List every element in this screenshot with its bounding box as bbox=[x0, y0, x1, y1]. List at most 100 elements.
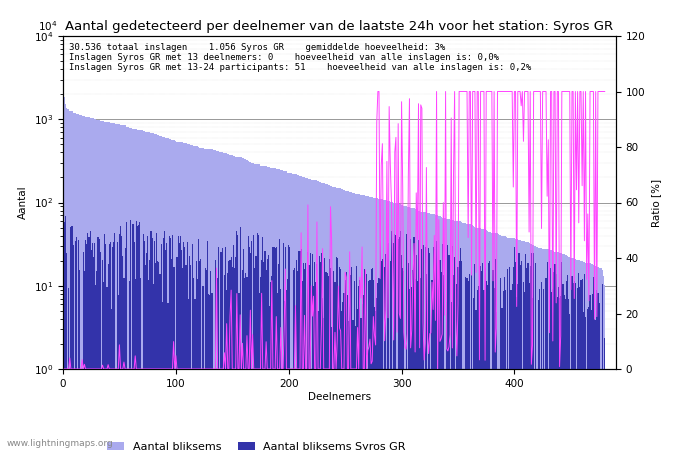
Bar bbox=[517, 239, 519, 450]
Bar bbox=[358, 286, 359, 450]
Bar bbox=[494, 288, 495, 450]
Bar bbox=[381, 199, 382, 450]
Bar bbox=[209, 295, 210, 450]
Bar bbox=[241, 158, 242, 450]
Text: 10$^4$: 10$^4$ bbox=[38, 19, 57, 33]
Bar bbox=[164, 231, 165, 450]
Bar bbox=[515, 262, 516, 450]
Bar bbox=[438, 269, 440, 450]
Bar bbox=[435, 267, 436, 450]
Bar bbox=[77, 369, 78, 450]
Bar bbox=[460, 221, 461, 450]
Bar bbox=[446, 302, 447, 450]
Bar bbox=[550, 269, 551, 450]
Bar bbox=[125, 127, 127, 450]
Bar bbox=[236, 157, 237, 450]
Bar bbox=[92, 118, 93, 450]
Bar bbox=[584, 262, 585, 450]
Bar bbox=[484, 268, 486, 450]
Bar bbox=[409, 289, 410, 450]
Bar bbox=[558, 288, 559, 450]
Bar bbox=[463, 369, 464, 450]
Bar bbox=[526, 242, 527, 450]
Bar bbox=[306, 178, 307, 450]
Bar bbox=[125, 222, 127, 450]
Bar bbox=[528, 243, 530, 450]
Bar bbox=[165, 138, 167, 450]
Bar bbox=[112, 122, 113, 450]
Bar bbox=[426, 274, 427, 450]
Bar bbox=[129, 128, 130, 450]
Bar bbox=[66, 253, 67, 450]
Bar bbox=[522, 241, 523, 450]
Bar bbox=[481, 270, 482, 450]
Bar bbox=[165, 250, 167, 450]
Bar bbox=[312, 180, 313, 450]
Bar bbox=[215, 260, 216, 450]
Bar bbox=[265, 270, 267, 450]
Bar bbox=[368, 196, 370, 450]
Bar bbox=[158, 135, 160, 450]
Bar bbox=[71, 226, 73, 450]
Bar bbox=[257, 164, 258, 450]
Bar bbox=[207, 149, 208, 450]
Bar bbox=[183, 242, 184, 450]
Bar bbox=[69, 111, 70, 450]
Bar bbox=[532, 245, 533, 450]
Bar bbox=[68, 288, 69, 450]
Bar bbox=[303, 177, 304, 450]
Bar bbox=[298, 251, 300, 450]
Bar bbox=[370, 269, 372, 450]
Bar bbox=[116, 124, 117, 450]
Bar bbox=[250, 162, 251, 450]
Bar bbox=[146, 132, 147, 450]
Bar bbox=[342, 302, 344, 450]
Bar bbox=[326, 184, 328, 450]
Bar bbox=[355, 194, 356, 450]
Bar bbox=[90, 117, 91, 450]
Bar bbox=[174, 140, 175, 450]
Bar bbox=[350, 275, 351, 450]
Bar bbox=[290, 173, 291, 450]
Bar bbox=[482, 229, 484, 450]
Bar bbox=[95, 285, 97, 450]
Bar bbox=[428, 248, 429, 450]
Bar bbox=[455, 369, 456, 450]
Bar bbox=[331, 186, 332, 450]
Bar bbox=[64, 104, 66, 450]
Bar bbox=[242, 270, 243, 450]
Bar bbox=[78, 240, 79, 450]
Bar bbox=[575, 283, 576, 450]
Bar bbox=[488, 232, 489, 450]
Bar bbox=[396, 369, 398, 450]
Bar bbox=[508, 369, 510, 450]
Bar bbox=[283, 243, 284, 450]
Bar bbox=[478, 228, 479, 450]
Bar bbox=[246, 160, 248, 450]
Bar bbox=[503, 236, 504, 450]
Bar bbox=[74, 369, 75, 450]
Bar bbox=[577, 260, 578, 450]
Bar bbox=[259, 164, 260, 450]
Bar bbox=[305, 263, 306, 450]
Bar bbox=[82, 116, 83, 450]
Bar bbox=[332, 369, 333, 450]
Bar bbox=[320, 262, 321, 450]
Bar bbox=[268, 167, 269, 450]
Bar bbox=[223, 369, 224, 450]
Bar bbox=[71, 111, 73, 450]
Bar bbox=[446, 219, 447, 450]
Bar bbox=[300, 176, 302, 450]
Bar bbox=[191, 145, 193, 450]
Bar bbox=[309, 253, 311, 450]
Bar bbox=[295, 175, 296, 450]
Bar bbox=[580, 261, 582, 450]
Bar bbox=[582, 312, 584, 450]
Bar bbox=[67, 109, 68, 450]
Bar bbox=[199, 261, 200, 450]
Bar bbox=[220, 152, 222, 450]
Bar bbox=[444, 218, 445, 450]
Bar bbox=[187, 144, 188, 450]
Bar bbox=[291, 369, 293, 450]
Bar bbox=[424, 212, 425, 450]
